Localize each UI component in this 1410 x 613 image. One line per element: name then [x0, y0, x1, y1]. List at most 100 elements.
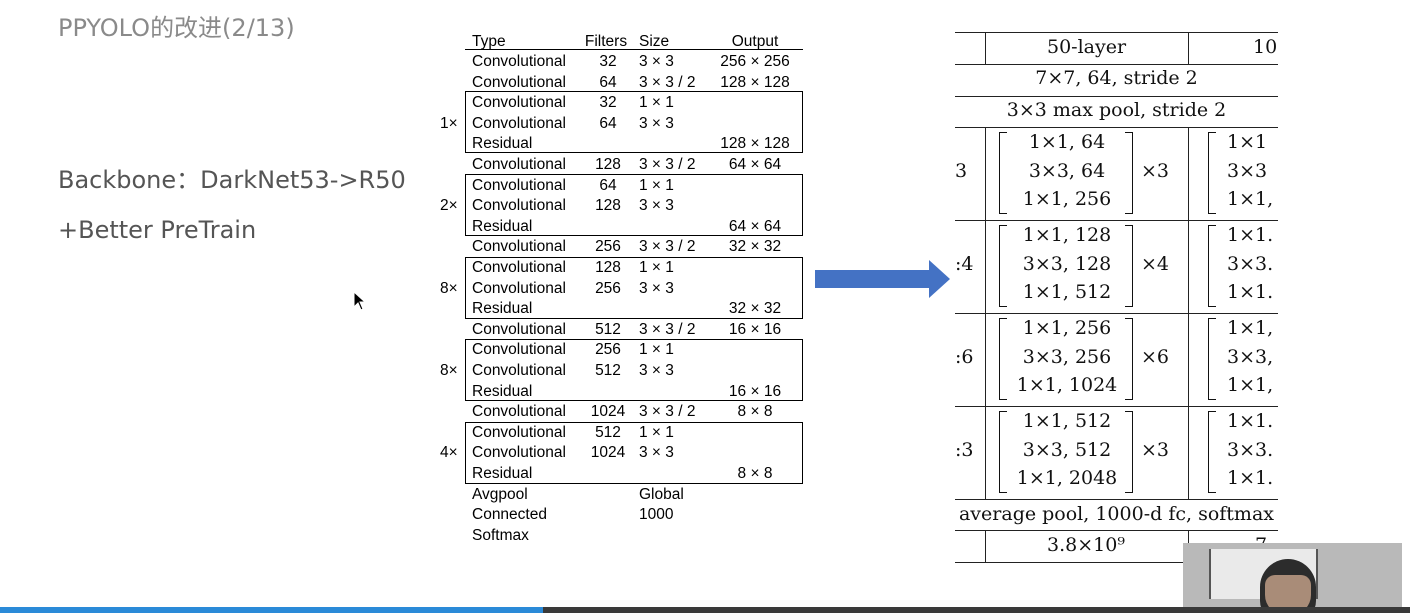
row-filters: 256 — [595, 238, 621, 256]
left-bracket — [1208, 225, 1216, 307]
stage-edge-label: 3 — [955, 160, 968, 182]
row-type: Residual — [472, 382, 533, 400]
darknet-row: Convolutional 1024 3 × 3 / 2 8 × 8 — [440, 402, 810, 422]
stage-layer-spec: 1×1, 1024 — [1016, 374, 1118, 396]
row-type: Convolutional — [472, 176, 566, 194]
row-multiplier: 1× — [440, 114, 458, 132]
row-size: 3 × 3 — [639, 444, 674, 462]
darknet-row: Convolutional 32 3 × 3 256 × 256 — [440, 52, 810, 72]
row-filters: 256 — [595, 279, 621, 297]
darknet-row: Convolutional 512 1 × 1 — [440, 423, 810, 443]
row-size: 3 × 3 — [639, 362, 674, 379]
backbone-line: Backbone：DarkNet53->R50 — [58, 166, 406, 194]
stage-layer-spec: 1×1, 64 — [1028, 131, 1106, 153]
next-column-spec: 3×3. — [1227, 438, 1274, 461]
row-type: Convolutional — [472, 403, 566, 421]
row-size: 1000 — [639, 506, 674, 524]
darknet-row: Convolutional 256 3 × 3 / 2 32 × 32 — [440, 237, 810, 257]
row-type: Residual — [472, 465, 533, 482]
row-type: Residual — [472, 135, 533, 153]
row-multiplier: 2× — [440, 197, 458, 215]
row-size: 3 × 3 — [639, 53, 674, 70]
header-output: Output — [731, 33, 779, 50]
slide-title: PPYOLO的改进(2/13) — [58, 14, 295, 42]
next-column-spec: 1×1. — [1227, 467, 1274, 489]
stage-layer-spec: 1×1, 2048 — [1016, 467, 1118, 489]
row-type: Convolutional — [472, 362, 566, 379]
next-column-spec: 1×1. — [1227, 224, 1274, 246]
row-size: 3 × 3 — [639, 197, 674, 215]
row-output: 256 × 256 — [720, 53, 790, 70]
row-filters: 128 — [595, 197, 621, 215]
stage-rule — [955, 406, 1278, 407]
row-output: 64 × 64 — [728, 217, 782, 235]
resnet-table: 50-layer 10 7×7, 64, stride 2 3×3 max po… — [955, 32, 1278, 592]
stage-rule — [955, 220, 1278, 221]
row-filters: 32 — [599, 53, 617, 70]
row-type: Convolutional — [472, 197, 566, 215]
header-filters: Filters — [584, 33, 628, 50]
row-type: Avgpool — [472, 485, 528, 503]
row-type: Convolutional — [472, 341, 566, 359]
darknet-row: Convolutional 128 1 × 1 — [440, 258, 810, 278]
stage-edge-label: :6 — [955, 346, 974, 368]
next-column-spec: 3×3. — [1227, 252, 1274, 275]
webcam-video — [1183, 543, 1402, 613]
darknet-row: 4× Convolutional 1024 3 × 3 — [440, 443, 810, 463]
residual-block-box — [465, 257, 803, 319]
row-output: 16 × 16 — [728, 320, 782, 338]
stage-multiplier: ×3 — [1141, 439, 1170, 461]
darknet-row: Residual 16 × 16 — [440, 382, 810, 402]
column-rule — [985, 220, 986, 313]
row-size: Global — [639, 485, 684, 503]
resnet-flops: 3.8×10⁹ — [1047, 534, 1125, 556]
stage-rule — [955, 313, 1278, 314]
left-bracket — [999, 411, 1007, 493]
residual-block-box — [465, 174, 803, 236]
row-output: 128 × 128 — [720, 135, 790, 153]
row-size: 1 × 1 — [639, 259, 674, 276]
resnet-header-next: 10 — [1253, 36, 1278, 58]
right-bracket — [1125, 318, 1133, 400]
darknet-row: Softmax — [440, 526, 810, 546]
row-output: 128 × 128 — [720, 73, 790, 91]
darknet-row: 8× Convolutional 256 3 × 3 — [440, 279, 810, 299]
left-bracket — [999, 132, 1007, 214]
stage-multiplier: ×6 — [1141, 346, 1170, 368]
row-multiplier: 8× — [440, 362, 458, 379]
row-type: Connected — [472, 506, 547, 524]
row-type: Convolutional — [472, 259, 566, 276]
stage-layer-spec: 1×1, 512 — [1022, 410, 1112, 432]
row-type: Convolutional — [472, 320, 566, 338]
residual-block-box — [465, 422, 803, 484]
stage-layer-spec: 3×3, 64 — [1028, 159, 1106, 182]
row-filters: 1024 — [590, 444, 626, 462]
left-bracket — [1208, 132, 1216, 214]
row-size: 3 × 3 — [639, 279, 674, 297]
mouse-cursor-icon — [353, 291, 367, 311]
row-size: 3 × 3 — [639, 114, 674, 132]
row-output: 16 × 16 — [728, 382, 782, 400]
stage-multiplier: ×3 — [1141, 160, 1170, 182]
next-column-spec: 3×3 — [1227, 159, 1268, 182]
stage-layer-spec: 3×3, 128 — [1022, 252, 1112, 275]
residual-block-box — [465, 91, 803, 153]
column-rule — [1188, 220, 1189, 313]
stage-layer-spec: 1×1, 128 — [1022, 224, 1112, 246]
video-progress-bar[interactable] — [0, 607, 1410, 613]
presenter-face — [1265, 575, 1311, 613]
stage-layer-spec: 3×3, 256 — [1022, 345, 1112, 368]
darknet-row: Residual 8 × 8 — [440, 464, 810, 484]
row-filters: 512 — [595, 362, 621, 379]
row-size: 3 × 3 / 2 — [639, 320, 696, 338]
stage-layer-spec: 3×3, 512 — [1022, 438, 1112, 461]
right-arrow-icon — [815, 260, 950, 298]
row-type: Convolutional — [472, 444, 566, 462]
column-rule — [1188, 406, 1189, 499]
column-rule — [1188, 313, 1189, 406]
row-filters: 64 — [599, 73, 617, 91]
stage-multiplier: ×4 — [1141, 253, 1170, 275]
video-progress-fill — [0, 607, 543, 613]
darknet-row: Convolutional 512 3 × 3 / 2 16 × 16 — [440, 320, 810, 340]
resnet-maxpool: 3×3 max pool, stride 2 — [1006, 99, 1227, 121]
